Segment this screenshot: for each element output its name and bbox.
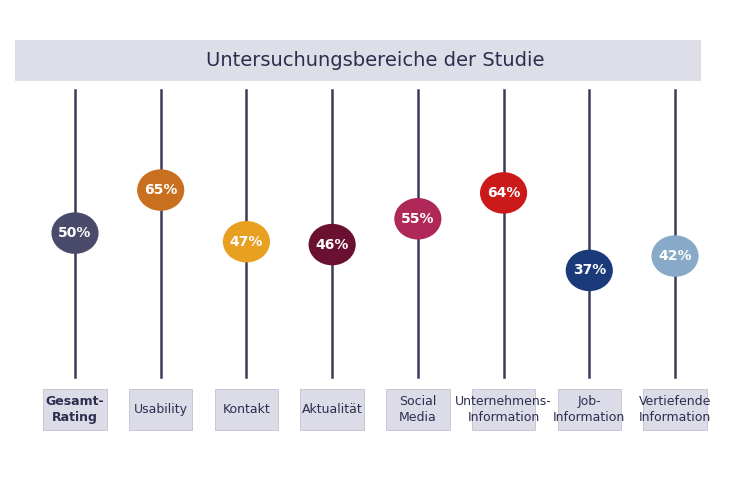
Text: Aktualität: Aktualität: [302, 403, 362, 416]
FancyBboxPatch shape: [557, 388, 621, 430]
Text: Unternehmens-
Information: Unternehmens- Information: [455, 395, 552, 424]
Text: Vertiefende
Information: Vertiefende Information: [639, 395, 711, 424]
FancyBboxPatch shape: [214, 388, 278, 430]
Text: 50%: 50%: [58, 226, 92, 240]
Text: Untersuchungsbereiche der Studie: Untersuchungsbereiche der Studie: [206, 51, 544, 70]
Text: 55%: 55%: [401, 212, 434, 226]
Text: 64%: 64%: [487, 186, 520, 200]
Text: 65%: 65%: [144, 183, 178, 197]
Ellipse shape: [137, 169, 184, 211]
FancyBboxPatch shape: [644, 388, 706, 430]
Text: 46%: 46%: [316, 238, 349, 251]
FancyBboxPatch shape: [301, 388, 364, 430]
FancyBboxPatch shape: [15, 39, 700, 81]
Text: Kontakt: Kontakt: [223, 403, 270, 416]
FancyBboxPatch shape: [44, 388, 106, 430]
Text: 47%: 47%: [230, 235, 263, 249]
Ellipse shape: [223, 221, 270, 262]
FancyBboxPatch shape: [129, 388, 193, 430]
Ellipse shape: [308, 224, 356, 265]
FancyBboxPatch shape: [472, 388, 536, 430]
Text: 42%: 42%: [658, 249, 692, 263]
FancyBboxPatch shape: [386, 388, 449, 430]
Text: Gesamt-
Rating: Gesamt- Rating: [46, 395, 104, 424]
Text: Social
Media: Social Media: [399, 395, 436, 424]
Ellipse shape: [52, 212, 98, 254]
Ellipse shape: [652, 235, 698, 277]
Text: Job-
Information: Job- Information: [554, 395, 626, 424]
Ellipse shape: [394, 198, 442, 240]
Text: Usability: Usability: [134, 403, 188, 416]
Text: 37%: 37%: [573, 263, 606, 277]
Ellipse shape: [480, 172, 527, 214]
Ellipse shape: [566, 250, 613, 291]
